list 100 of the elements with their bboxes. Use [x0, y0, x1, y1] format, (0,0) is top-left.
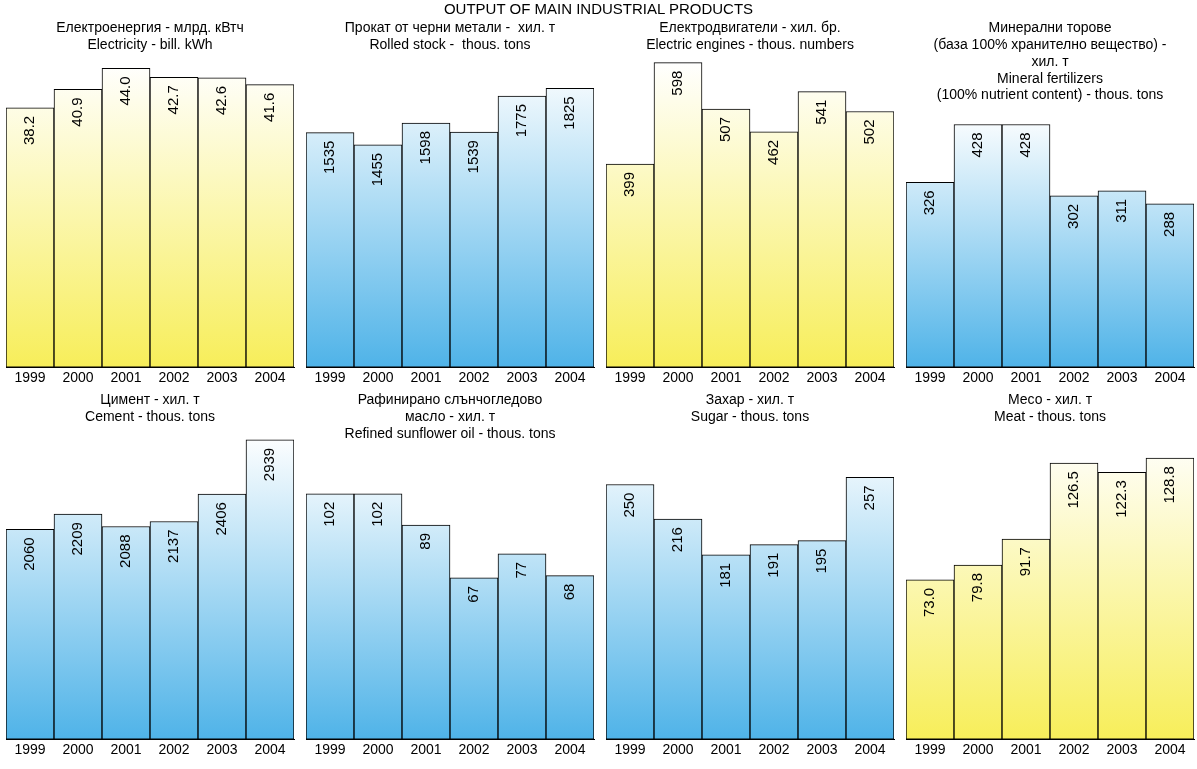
x-tick-label: 2004 — [554, 741, 586, 758]
data-label: 41.6 — [260, 92, 278, 122]
data-label: 1539 — [464, 140, 482, 174]
data-label: 216 — [668, 527, 686, 553]
x-tick-label: 2003 — [506, 369, 538, 386]
x-tick-label: 2001 — [710, 741, 742, 758]
data-label: 428 — [1016, 132, 1034, 158]
data-label: 311 — [1112, 198, 1130, 223]
data-label: 2209 — [68, 522, 86, 556]
x-tick-label: 2000 — [662, 369, 694, 386]
data-label: 462 — [764, 139, 782, 165]
x-tick-label: 2001 — [110, 741, 142, 758]
x-tick-label: 2001 — [110, 369, 142, 386]
data-label: 326 — [920, 190, 938, 216]
x-tick-label: 2001 — [410, 741, 442, 758]
data-label: 77 — [512, 561, 530, 579]
chart-title: Месо - хил. т Meat - thous. tons — [993, 391, 1107, 425]
data-label: 502 — [860, 119, 878, 145]
data-label: 1775 — [512, 103, 530, 138]
data-label: 257 — [860, 485, 878, 511]
chart-title: Цимент - хил. т Cement - thous. tons — [85, 391, 215, 425]
x-tick-label: 1999 — [314, 369, 346, 386]
data-label: 122.3 — [1112, 480, 1130, 518]
data-label: 89 — [416, 533, 434, 550]
x-tick-label: 1999 — [614, 369, 646, 386]
data-label: 195 — [812, 548, 830, 574]
x-tick-label: 2003 — [1106, 369, 1138, 386]
data-label: 1535 — [320, 140, 338, 175]
x-tick-label: 2001 — [1010, 369, 1042, 386]
x-tick-label: 2000 — [662, 741, 694, 758]
data-label: 1825 — [560, 96, 578, 130]
data-label: 541 — [812, 99, 830, 125]
data-label: 2137 — [164, 529, 182, 563]
x-tick-label: 2004 — [1154, 369, 1186, 386]
x-tick-label: 2004 — [554, 369, 586, 386]
chart-title: Електродвигатели - хил. бр. Electric engines - thous. numbers — [646, 19, 854, 53]
x-tick-label: 2004 — [254, 369, 286, 386]
x-tick-label: 2000 — [362, 741, 394, 758]
data-label: 1598 — [416, 131, 434, 165]
x-tick-label: 1999 — [14, 369, 46, 386]
x-tick-label: 2003 — [806, 369, 838, 386]
x-tick-label: 2000 — [962, 741, 994, 758]
x-tick-label: 2001 — [1010, 741, 1042, 758]
x-tick-label: 2003 — [506, 741, 538, 758]
x-tick-label: 2002 — [158, 741, 190, 758]
x-tick-label: 2002 — [158, 369, 190, 386]
data-label: 91.7 — [1016, 547, 1034, 577]
data-label: 68 — [560, 583, 578, 601]
data-label: 42.6 — [212, 85, 230, 116]
x-tick-label: 1999 — [314, 741, 346, 758]
data-label: 38.2 — [20, 115, 38, 145]
x-tick-label: 2000 — [362, 369, 394, 386]
data-label: 2088 — [116, 534, 134, 568]
x-tick-label: 2000 — [62, 369, 94, 386]
x-tick-label: 1999 — [14, 741, 46, 758]
x-tick-label: 2001 — [710, 369, 742, 386]
data-label: 302 — [1064, 203, 1082, 229]
data-label: 40.9 — [68, 97, 86, 127]
x-tick-label: 2001 — [410, 369, 442, 386]
data-label: 250 — [620, 492, 638, 518]
chart-title: Минерални торове (база 100% хранително вещество) - хил. т Mineral fertilizers (100% nutrient content) - thous. tons — [933, 19, 1167, 103]
x-tick-label: 2003 — [1106, 741, 1138, 758]
x-tick-label: 1999 — [914, 741, 946, 758]
data-label: 2060 — [20, 537, 38, 571]
data-label: 507 — [716, 116, 734, 142]
x-tick-label: 2004 — [854, 369, 886, 386]
chart-title: Електроенергия - млрд. кВтч Electricity - bill. kWh — [56, 19, 244, 53]
text: OUTPUT OF MAIN INDUSTRIAL PRODUCTS — [442, 0, 755, 18]
x-tick-label: 2004 — [1154, 741, 1186, 758]
data-label: 102 — [368, 501, 386, 527]
data-label: 42.7 — [164, 85, 182, 115]
chart-title: Прокат от черни метали - хил. т Rolled stock - thous. tons — [344, 19, 556, 53]
data-label: 67 — [464, 585, 482, 603]
x-tick-label: 1999 — [914, 369, 946, 386]
data-label: 181 — [716, 562, 734, 588]
chart-title: Захар - хил. т Sugar - thous. tons — [690, 391, 810, 425]
x-tick-label: 1999 — [614, 741, 646, 758]
data-label: 2939 — [260, 447, 278, 482]
data-label: 126.5 — [1064, 471, 1082, 509]
x-tick-label: 2000 — [62, 741, 94, 758]
data-label: 1455 — [368, 152, 386, 187]
x-tick-label: 2003 — [806, 741, 838, 758]
x-tick-label: 2002 — [1058, 741, 1090, 758]
chart-title: Рафинирано слънчогледово масло - хил. т Refined sunflower oil - thous. tons — [344, 391, 556, 441]
x-tick-label: 2004 — [854, 741, 886, 758]
data-label: 191 — [764, 552, 782, 578]
data-label: 399 — [620, 171, 638, 198]
data-label: 288 — [1160, 211, 1178, 237]
x-tick-label: 2002 — [458, 369, 490, 386]
data-label: 102 — [320, 501, 338, 527]
x-tick-label: 2000 — [962, 369, 994, 386]
x-tick-label: 2002 — [758, 369, 790, 386]
x-tick-label: 2003 — [206, 741, 238, 758]
data-label: 44.0 — [116, 76, 134, 106]
data-label: 598 — [668, 70, 686, 96]
data-label: 428 — [968, 132, 986, 158]
x-tick-label: 2002 — [1058, 369, 1090, 386]
x-tick-label: 2004 — [254, 741, 286, 758]
data-label: 2406 — [212, 502, 230, 536]
data-label: 128.8 — [1160, 466, 1178, 504]
